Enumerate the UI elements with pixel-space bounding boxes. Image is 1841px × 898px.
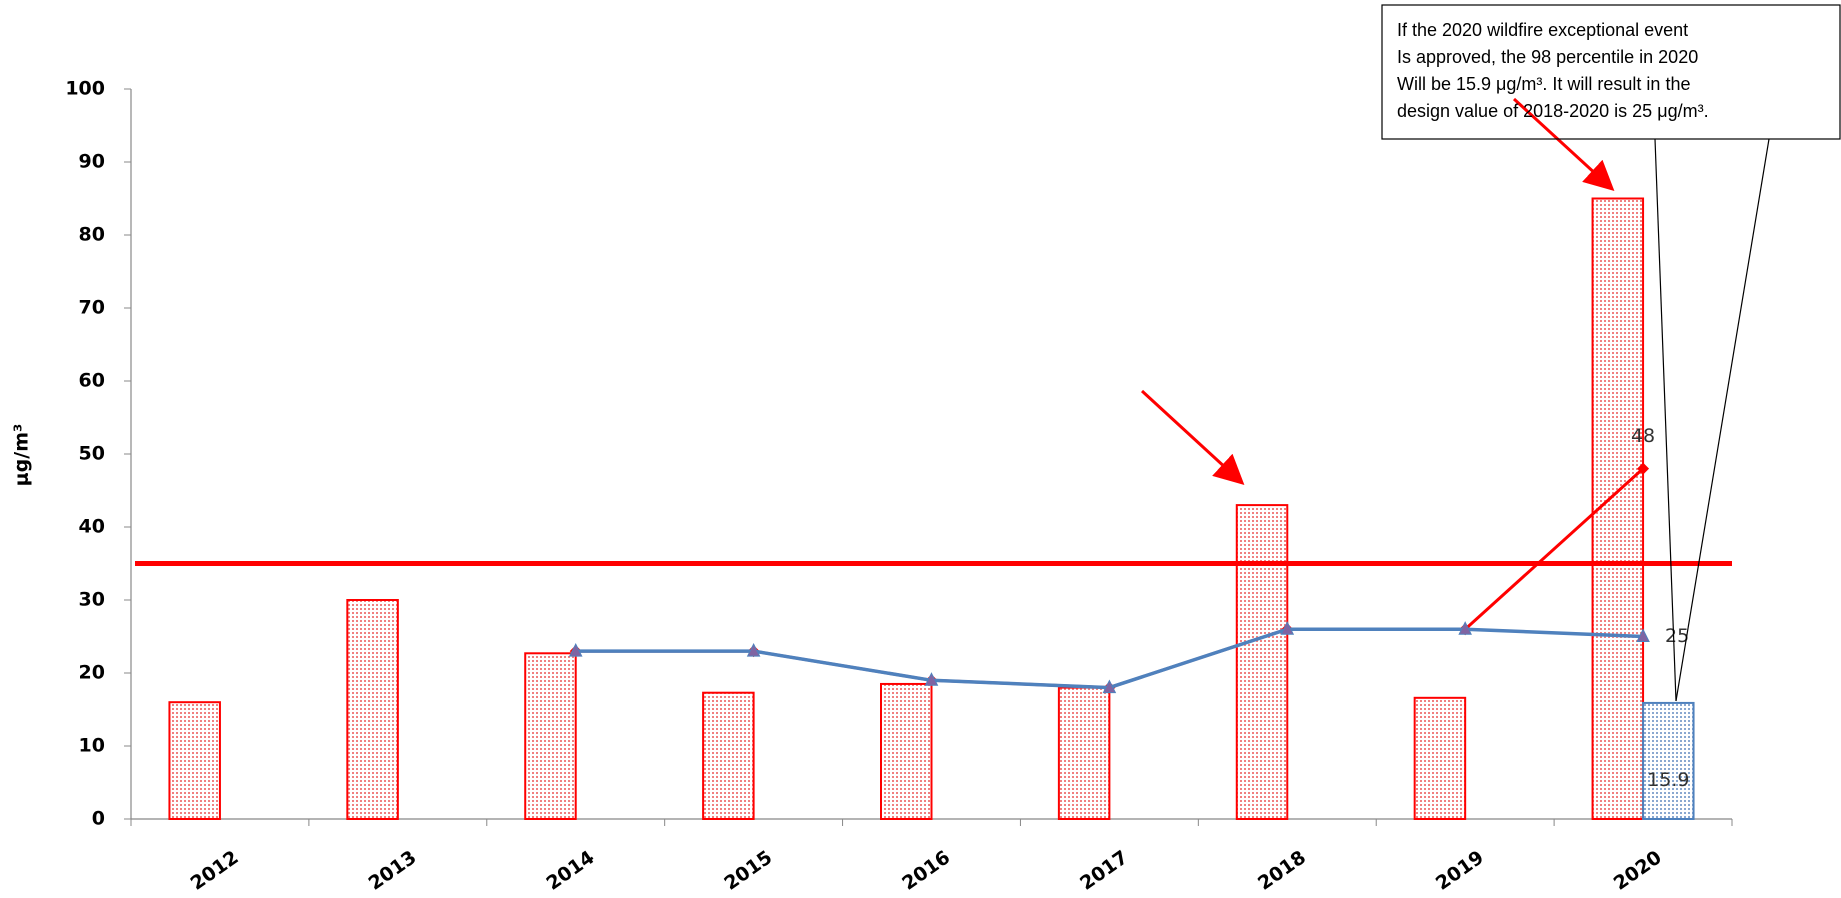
marker (1636, 628, 1650, 642)
marker (568, 642, 583, 657)
y-tick-label: 10 (79, 735, 105, 757)
y-tick-label: 100 (65, 78, 105, 100)
plot-area: 0 10 20 30 40 50 60 70 80 90 100 2012 2013 2014 2015 20… (65, 78, 1733, 895)
y-tick-label: 40 (79, 516, 105, 538)
x-tick-label: 2017 (1076, 846, 1132, 894)
callout-line (1675, 138, 1770, 702)
annotation-line: design value of 2018-2020 is 25 μg/m³. (1397, 101, 1709, 121)
bar (524, 652, 577, 820)
y-tick-label: 70 (79, 297, 105, 319)
x-tick-label: 2019 (1432, 846, 1488, 894)
annotation-line: If the 2020 wildfire exceptional event (1397, 20, 1688, 40)
annotation-box (1381, 4, 1841, 140)
marker (1102, 679, 1117, 694)
arrow (1140, 389, 1245, 486)
y-tick-label: 50 (79, 443, 105, 465)
bar (1591, 197, 1645, 820)
marker (1637, 462, 1650, 475)
y-tick-label: 20 (79, 662, 105, 684)
x-tick-label: 2014 (542, 846, 598, 894)
x-tick-label: 2018 (1254, 846, 1310, 894)
data-label: 48 (1631, 425, 1655, 447)
bar (880, 682, 933, 821)
bar (168, 701, 221, 821)
data-label: 15.9 (1647, 769, 1689, 791)
callout-line (1654, 138, 1677, 702)
bar (1057, 686, 1111, 820)
y-tick-label: 90 (79, 151, 105, 173)
x-tick-label: 2016 (898, 846, 954, 894)
bar (1235, 504, 1289, 820)
x-tick-label: 2012 (187, 846, 243, 894)
marker (1280, 621, 1295, 635)
x-tick-label: 2015 (720, 846, 776, 894)
line (575, 627, 1644, 690)
data-label: 25 (1665, 625, 1689, 647)
marker (746, 642, 761, 657)
line (575, 467, 1645, 690)
bar (702, 691, 755, 821)
y-tick-label: 80 (79, 224, 105, 246)
y-axis-label: μg/m³ (11, 424, 33, 487)
bar (1642, 701, 1695, 820)
bar (346, 599, 399, 820)
annotation-line: Is approved, the 98 percentile in 2020 (1397, 47, 1698, 67)
bar (1413, 696, 1467, 821)
x-tick-label: 2013 (365, 846, 421, 894)
marker (1458, 621, 1472, 635)
annotation-line: Will be 15.9 μg/m³. It will result in th… (1397, 74, 1690, 94)
annotation: If the 2020 wildfire exceptional event Is… (1397, 20, 1709, 121)
y-tick-label: 60 (79, 370, 105, 392)
y-tick-label: 0 (92, 808, 105, 830)
marker (924, 672, 939, 686)
x-tick-label: 2020 (1610, 846, 1666, 894)
y-tick-label: 30 (79, 589, 105, 611)
arrow (1512, 97, 1615, 192)
